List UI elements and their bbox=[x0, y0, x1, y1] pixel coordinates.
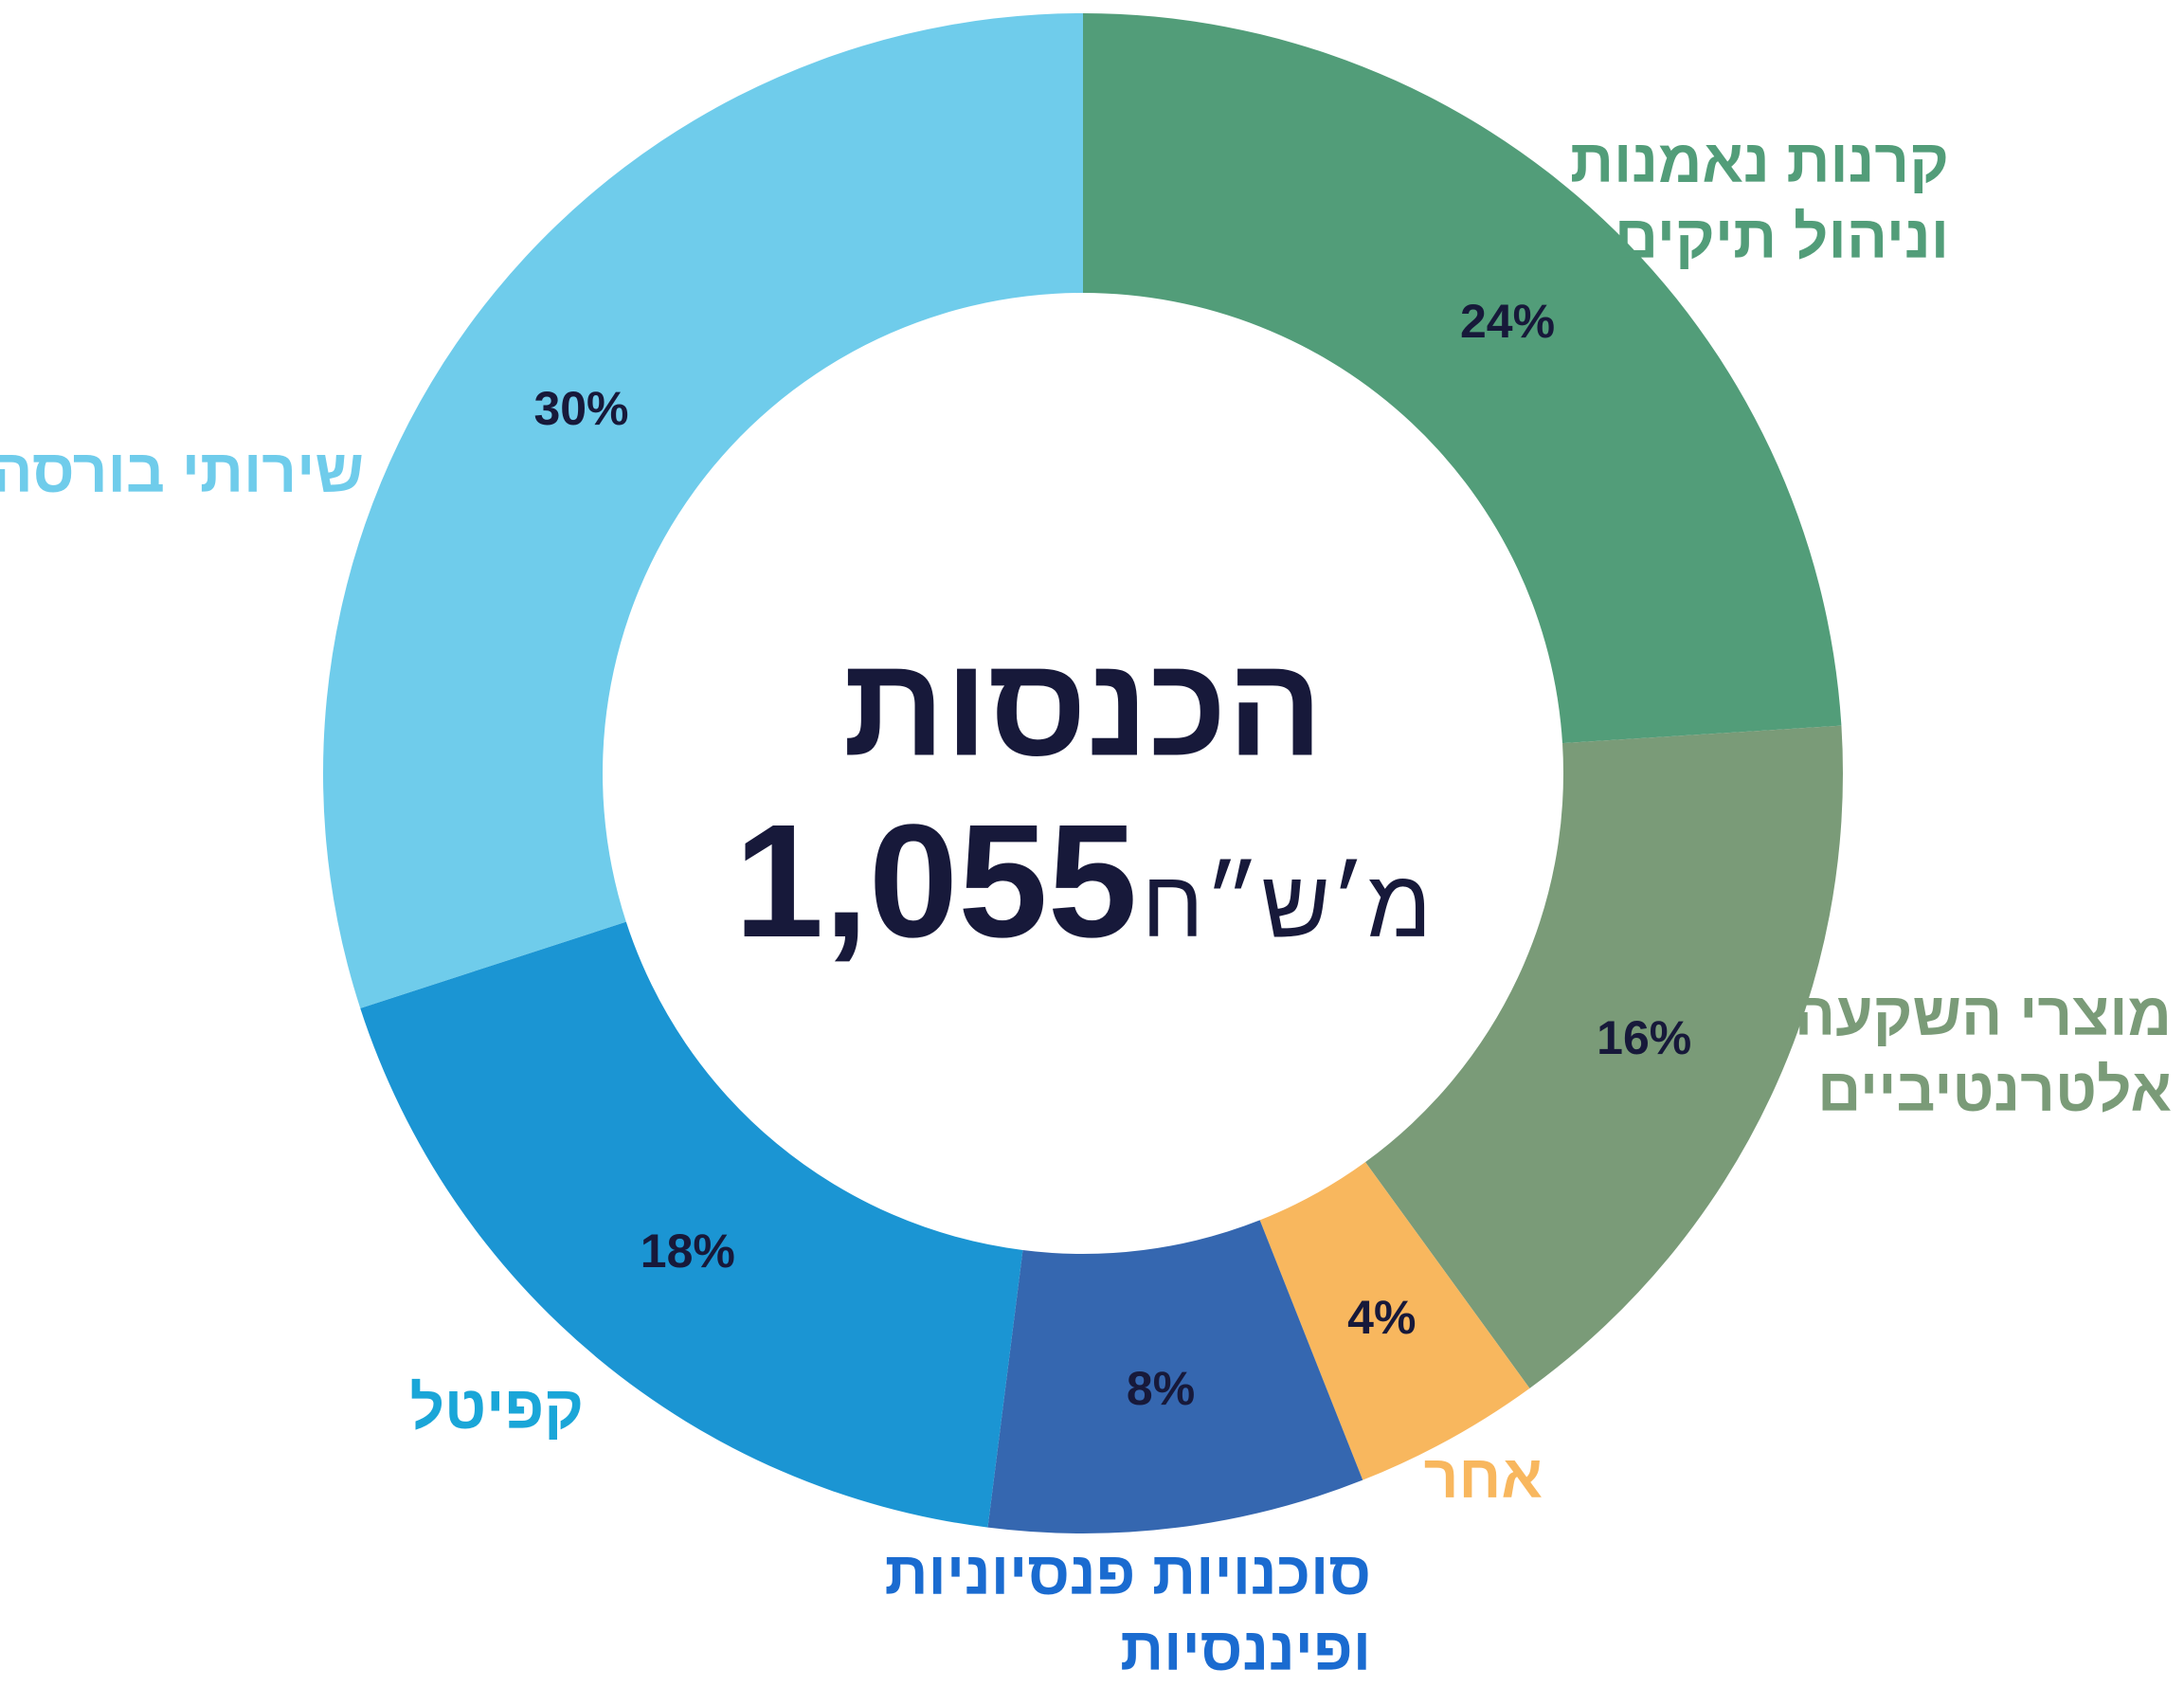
slice bbox=[323, 13, 1084, 1008]
slice bbox=[988, 1220, 1364, 1533]
value-label: 18% bbox=[641, 1224, 736, 1279]
center-unit: מ׳ש״ח bbox=[1142, 851, 1434, 957]
category-label: אחר bbox=[1425, 1439, 1543, 1515]
center-title: הכנסות bbox=[843, 626, 1325, 786]
category-label: קפיטל bbox=[411, 1370, 586, 1445]
center-value: 1,055 bbox=[734, 791, 1139, 971]
category-label: שירותי בורסה bbox=[0, 433, 365, 509]
slice bbox=[361, 921, 1024, 1528]
center-total: 1,055 מ׳ש״ח bbox=[735, 789, 1433, 974]
category-label-line: וניהול תיקים bbox=[1615, 203, 1950, 271]
category-label: קרנות נאמנות וניהול תיקים bbox=[1571, 123, 1950, 275]
category-label-line: מוצרי השקעה bbox=[1795, 980, 2173, 1048]
value-label: 8% bbox=[1127, 1362, 1197, 1416]
category-label-line: ופיננסיות bbox=[1121, 1615, 1372, 1683]
slice bbox=[1260, 1162, 1531, 1480]
slice bbox=[1084, 13, 1843, 744]
value-label: 4% bbox=[1348, 1290, 1417, 1344]
category-label: מוצרי השקעה אלטרנטיביים bbox=[1796, 976, 2173, 1128]
value-label: 16% bbox=[1597, 1010, 1693, 1064]
category-label-line: אחר bbox=[1424, 1442, 1543, 1511]
category-label-line: קפיטל bbox=[410, 1373, 586, 1442]
slice bbox=[1366, 725, 1844, 1388]
value-label: 24% bbox=[1460, 294, 1557, 348]
value-label: 30% bbox=[534, 382, 630, 436]
category-label-line: קרנות נאמנות bbox=[1571, 127, 1950, 195]
category-label-line: אלטרנטיביים bbox=[1818, 1056, 2173, 1124]
category-label-line: שירותי בורסה bbox=[0, 437, 365, 505]
category-label-line: סוכנויות פנסיוניות bbox=[885, 1539, 1372, 1607]
category-label: סוכנויות פנסיוניות ופיננסיות bbox=[886, 1535, 1372, 1687]
